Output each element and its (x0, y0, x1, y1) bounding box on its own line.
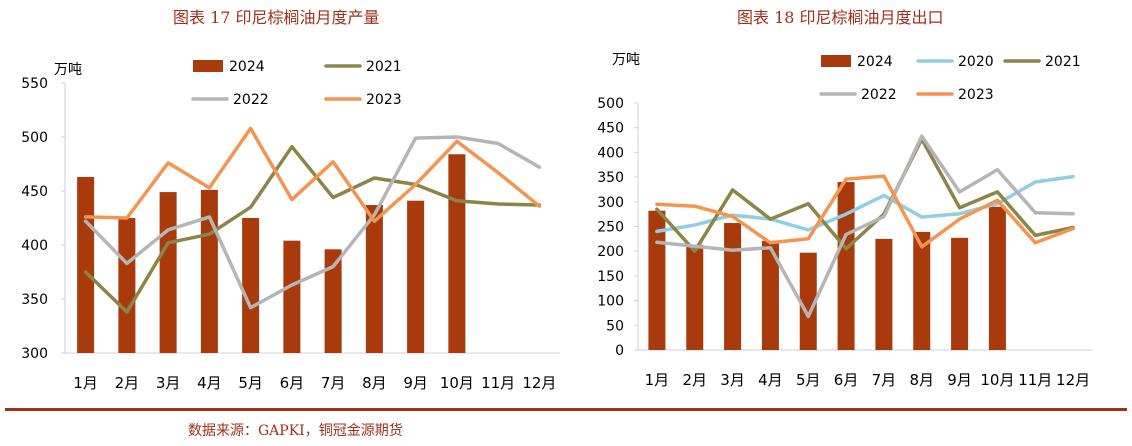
bar-2024 (686, 244, 704, 350)
y-tick-label: 350 (597, 170, 624, 186)
series-line-2022 (655, 134, 1075, 319)
series-line-2022 (83, 135, 542, 310)
x-tick-label: 10月 (440, 374, 474, 392)
x-tick-label: 11月 (481, 374, 515, 392)
bar-2024 (118, 218, 136, 353)
footer-divider (5, 408, 1127, 411)
bar-2024 (724, 223, 742, 350)
chart-title-production: 图表 17 印尼棕榈油月度产量 (173, 8, 380, 27)
y-tick-label: 500 (597, 96, 624, 112)
bar-2024 (951, 237, 969, 350)
legend-label-2024: 2024 (857, 54, 893, 70)
y-tick-label: 300 (21, 346, 48, 362)
x-tick-label: 7月 (872, 371, 897, 389)
y-tick-label: 0 (615, 343, 624, 359)
legend-label-2023: 2023 (958, 87, 994, 103)
legend-swatch-2024 (193, 60, 223, 72)
x-tick-label: 5月 (238, 374, 263, 392)
series-line-2023 (83, 126, 542, 223)
x-tick-label: 8月 (362, 374, 387, 392)
bar-2024 (448, 154, 466, 353)
bar-2024 (77, 176, 95, 353)
y-tick-label: 100 (597, 294, 624, 310)
y-tick-label: 450 (597, 121, 624, 137)
y-tick-label: 250 (597, 220, 624, 236)
x-tick-label: 5月 (796, 371, 821, 389)
x-tick-label: 3月 (720, 371, 745, 389)
y-tick-label: 200 (597, 244, 624, 260)
y-tick-label: 400 (597, 145, 624, 161)
legend-swatch-2024 (821, 55, 851, 67)
legend-label-2022: 2022 (861, 87, 897, 103)
bar-2024 (365, 205, 383, 353)
x-tick-label: 9月 (403, 374, 428, 392)
bar-2024 (407, 200, 425, 353)
bar-2024 (159, 192, 177, 353)
x-tick-label: 4月 (758, 371, 783, 389)
y-tick-label: 450 (21, 184, 48, 200)
x-tick-label: 7月 (321, 374, 346, 392)
y-tick-label: 350 (21, 292, 48, 308)
x-tick-label: 2月 (115, 374, 140, 392)
x-tick-label: 1月 (645, 371, 670, 389)
x-tick-label: 10月 (980, 371, 1014, 389)
x-tick-label: 12月 (522, 374, 556, 392)
y-tick-label: 550 (21, 76, 48, 92)
legend-label-2024: 2024 (229, 59, 265, 75)
bar-2024 (242, 218, 260, 353)
chart-title-export: 图表 18 印尼棕榈油月度出口 (737, 8, 944, 27)
y-axis-unit-label: 万吨 (54, 62, 82, 78)
legend-label-2023: 2023 (366, 92, 402, 108)
y-tick-label: 400 (21, 238, 48, 254)
bar-2024 (913, 231, 931, 350)
bar-2024 (283, 240, 301, 353)
bar-2024 (324, 249, 342, 353)
y-tick-label: 500 (21, 130, 48, 146)
source-note: 数据来源：GAPKI，铜冠金源期货 (188, 423, 403, 439)
legend-label-2021: 2021 (1045, 54, 1081, 70)
x-tick-label: 6月 (280, 374, 305, 392)
x-tick-label: 3月 (156, 374, 181, 392)
x-tick-label: 8月 (909, 371, 934, 389)
x-tick-label: 12月 (1056, 371, 1090, 389)
series-line-2021 (83, 144, 542, 314)
y-axis-unit-label: 万吨 (612, 52, 640, 68)
bar-2024 (837, 182, 855, 350)
y-tick-label: 300 (597, 195, 624, 211)
series-line-2021 (655, 137, 1075, 253)
bar-2024 (875, 238, 893, 350)
legend-label-2022: 2022 (233, 92, 269, 108)
bar-2024 (200, 189, 218, 353)
bar-2024 (988, 206, 1006, 350)
x-tick-label: 2月 (682, 371, 707, 389)
x-tick-label: 6月 (834, 371, 859, 389)
x-tick-label: 9月 (947, 371, 972, 389)
bar-2024 (761, 240, 779, 350)
x-tick-label: 4月 (197, 374, 222, 392)
y-tick-label: 150 (597, 269, 624, 285)
legend-label-2021: 2021 (366, 59, 402, 75)
x-tick-label: 1月 (73, 374, 98, 392)
x-tick-label: 11月 (1018, 371, 1052, 389)
bar-2024 (799, 252, 817, 350)
bar-2024 (648, 210, 666, 350)
series-line-2023 (655, 174, 1075, 249)
y-tick-label: 50 (606, 318, 624, 334)
legend-label-2020: 2020 (958, 54, 994, 70)
